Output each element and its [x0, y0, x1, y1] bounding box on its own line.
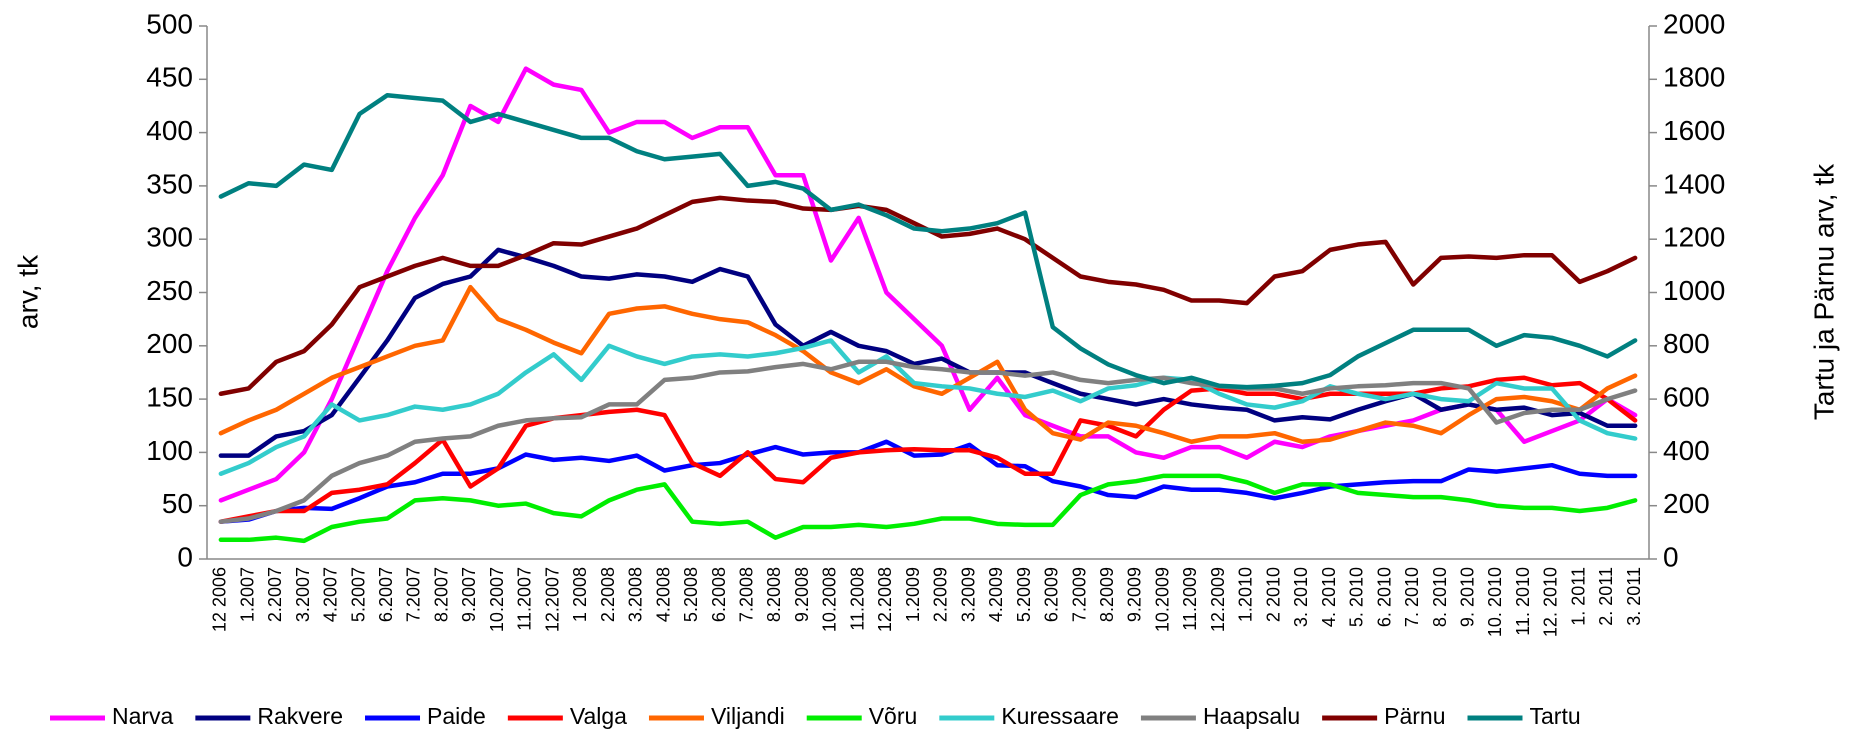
x-tick-label: 7.2009 [1069, 567, 1089, 622]
y2-tick-label: 1200 [1663, 222, 1725, 253]
x-tick-label: 4.2008 [653, 567, 673, 622]
x-tick-label: 3.2008 [626, 567, 646, 622]
series-line [218, 66, 1638, 503]
x-tick-label: 9.2008 [792, 567, 812, 622]
y-tick-label: 0 [177, 541, 193, 572]
y-axis-label: arv, tk [12, 254, 43, 329]
y-tick-label: 400 [146, 115, 193, 146]
x-tick-label: 1.2010 [1236, 567, 1256, 622]
series-line [218, 338, 1638, 476]
series-line [218, 247, 1638, 458]
series-line [218, 93, 1638, 390]
y2-tick-label: 2000 [1663, 8, 1725, 39]
y2-tick-label: 1800 [1663, 62, 1725, 93]
x-tick-label: 11. 2010 [1513, 567, 1533, 636]
x-tick-label: 10.2007 [487, 567, 507, 632]
series-line [218, 375, 1638, 524]
x-tick-label: 1 2008 [570, 567, 590, 622]
y2-tick-label: 400 [1663, 435, 1710, 466]
x-tick-label: 9.2009 [1125, 567, 1145, 622]
x-tick-label: 8.2008 [764, 567, 784, 622]
x-tick-label: 6.2009 [1042, 567, 1062, 622]
legend-label: Kuressaare [1001, 703, 1119, 729]
x-tick-label: 8.2007 [431, 567, 451, 622]
x-tick-label: 7. 2010 [1402, 567, 1422, 627]
legend-label: Valga [570, 703, 627, 729]
y-tick-label: 350 [146, 168, 193, 199]
y-tick-label: 250 [146, 275, 193, 306]
x-tick-label: 5.2008 [681, 567, 701, 622]
y2-tick-label: 0 [1663, 541, 1679, 572]
x-tick-label: 10.2009 [1152, 567, 1172, 632]
y-tick-label: 300 [146, 222, 193, 253]
series-line [218, 473, 1638, 544]
x-tick-label: 10. 2010 [1485, 567, 1505, 637]
x-tick-label: 6. 2010 [1374, 567, 1394, 627]
legend-label: Haapsalu [1203, 703, 1300, 729]
y-tick-label: 50 [162, 488, 193, 519]
x-tick-label: 4.2007 [321, 567, 341, 622]
x-tick-label: 11.2008 [847, 567, 867, 631]
x-tick-label: 2.2007 [265, 567, 285, 622]
legend-label: Paide [427, 703, 486, 729]
x-tick-label: 9.2007 [459, 567, 479, 622]
x-tick-label: 5.2007 [348, 567, 368, 622]
series-line [218, 359, 1638, 524]
x-tick-label: 3.2009 [958, 567, 978, 622]
x-tick-label: 10.2008 [820, 567, 840, 632]
legend-label: Tartu [1530, 703, 1581, 729]
x-tick-label: 12.2007 [542, 567, 562, 632]
legend-label: Võru [869, 703, 918, 729]
x-tick-label: 12 2006 [210, 567, 230, 632]
series-line [218, 195, 1638, 397]
y2-tick-label: 1000 [1663, 275, 1725, 306]
y2-tick-label: 1400 [1663, 168, 1725, 199]
y2-axis-label: Tartu ja Pärnu arv, tk [1808, 163, 1839, 420]
y2-tick-label: 600 [1663, 381, 1710, 412]
y2-tick-label: 200 [1663, 488, 1710, 519]
y-tick-label: 450 [146, 62, 193, 93]
legend-label: Pärnu [1384, 703, 1445, 729]
y-tick-label: 500 [146, 8, 193, 39]
series-line [218, 284, 1638, 444]
y-tick-label: 150 [146, 381, 193, 412]
y2-tick-label: 800 [1663, 328, 1710, 359]
x-tick-label: 2.2009 [931, 567, 951, 622]
x-tick-label: 3.2007 [293, 567, 313, 622]
x-tick-label: 8.2009 [1097, 567, 1117, 622]
y-tick-label: 100 [146, 435, 193, 466]
x-tick-label: 2 2010 [1263, 567, 1283, 622]
x-tick-label: 2. 2011 [1596, 567, 1616, 626]
x-tick-label: 11.2009 [1180, 567, 1200, 631]
x-tick-label: 1. 2011 [1568, 567, 1588, 626]
legend-label: Viljandi [711, 703, 785, 729]
x-tick-label: 5.2009 [1014, 567, 1034, 622]
x-tick-label: 6.2007 [376, 567, 396, 622]
x-tick-label: 9. 2010 [1458, 567, 1478, 627]
x-tick-label: 3. 2011 [1624, 567, 1644, 626]
legend-label: Rakvere [257, 703, 343, 729]
series-line [218, 439, 1638, 524]
x-tick-label: 2.2008 [598, 567, 618, 622]
x-tick-label: 8. 2010 [1430, 567, 1450, 627]
y-tick-label: 200 [146, 328, 193, 359]
x-tick-label: 4.2009 [986, 567, 1006, 622]
x-tick-label: 12. 2010 [1541, 567, 1561, 637]
x-tick-label: 12.2008 [875, 567, 895, 632]
x-tick-label: 6.2008 [709, 567, 729, 622]
legend-label: Narva [112, 703, 174, 729]
y2-tick-label: 1600 [1663, 115, 1725, 146]
x-tick-label: 12.2009 [1208, 567, 1228, 632]
x-tick-label: 11.2007 [515, 567, 535, 631]
x-tick-label: 3. 2010 [1291, 567, 1311, 627]
x-tick-label: 1.2007 [237, 567, 257, 622]
x-tick-label: 1.2009 [903, 567, 923, 622]
x-tick-label: 4. 2010 [1319, 567, 1339, 627]
x-tick-label: 5. 2010 [1347, 567, 1367, 627]
x-tick-label: 7.2007 [404, 567, 424, 622]
x-tick-label: 7.2008 [737, 567, 757, 622]
